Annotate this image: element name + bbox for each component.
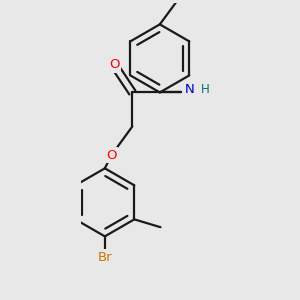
Text: Br: Br: [98, 251, 112, 264]
Text: H: H: [201, 83, 210, 96]
Text: O: O: [109, 58, 119, 71]
Text: O: O: [106, 149, 117, 162]
Text: N: N: [184, 83, 194, 96]
